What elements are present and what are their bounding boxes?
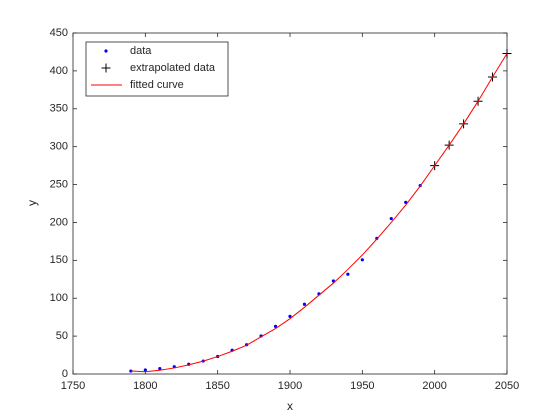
legend-swatch — [101, 63, 111, 73]
x-axis-title: x — [287, 399, 293, 413]
y-tick-label: 200 — [50, 216, 68, 228]
data-point — [143, 368, 147, 372]
y-tick-label: 50 — [56, 330, 68, 342]
data-point — [360, 258, 364, 262]
fitted-curve — [130, 53, 508, 373]
data-point — [158, 366, 162, 371]
legend-label: extrapolated data — [130, 62, 216, 74]
legend-label: data — [130, 45, 152, 57]
y-tick-label: 300 — [50, 141, 68, 153]
y-tick-label: 0 — [62, 368, 68, 380]
data-point — [302, 302, 307, 306]
y-axis-title: y — [25, 200, 39, 206]
data-point — [288, 314, 292, 319]
x-tick-label: 1900 — [278, 380, 302, 392]
y-tick-label: 350 — [50, 103, 68, 115]
legend: data extrapolated data fitted curve — [85, 41, 229, 97]
x-tick-label: 1800 — [133, 380, 157, 392]
legend-box — [85, 41, 229, 97]
data-point — [273, 324, 278, 328]
x-tick-label: 1950 — [350, 380, 374, 392]
y-tick-label: 150 — [50, 254, 68, 266]
legend-label: fitted curve — [130, 79, 184, 91]
y-tick-label: 400 — [50, 65, 68, 77]
x-tick-label: 2050 — [495, 380, 519, 392]
x-tick-label: 1850 — [205, 380, 229, 392]
y-tick-label: 450 — [50, 27, 68, 39]
data-point — [346, 272, 350, 276]
legend-swatch — [104, 49, 108, 53]
data-point — [389, 217, 393, 221]
y-tick-label: 250 — [50, 178, 68, 190]
x-tick-label: 1750 — [61, 380, 85, 392]
y-tick-label: 100 — [50, 292, 68, 304]
x-tick-label: 2000 — [422, 380, 446, 392]
